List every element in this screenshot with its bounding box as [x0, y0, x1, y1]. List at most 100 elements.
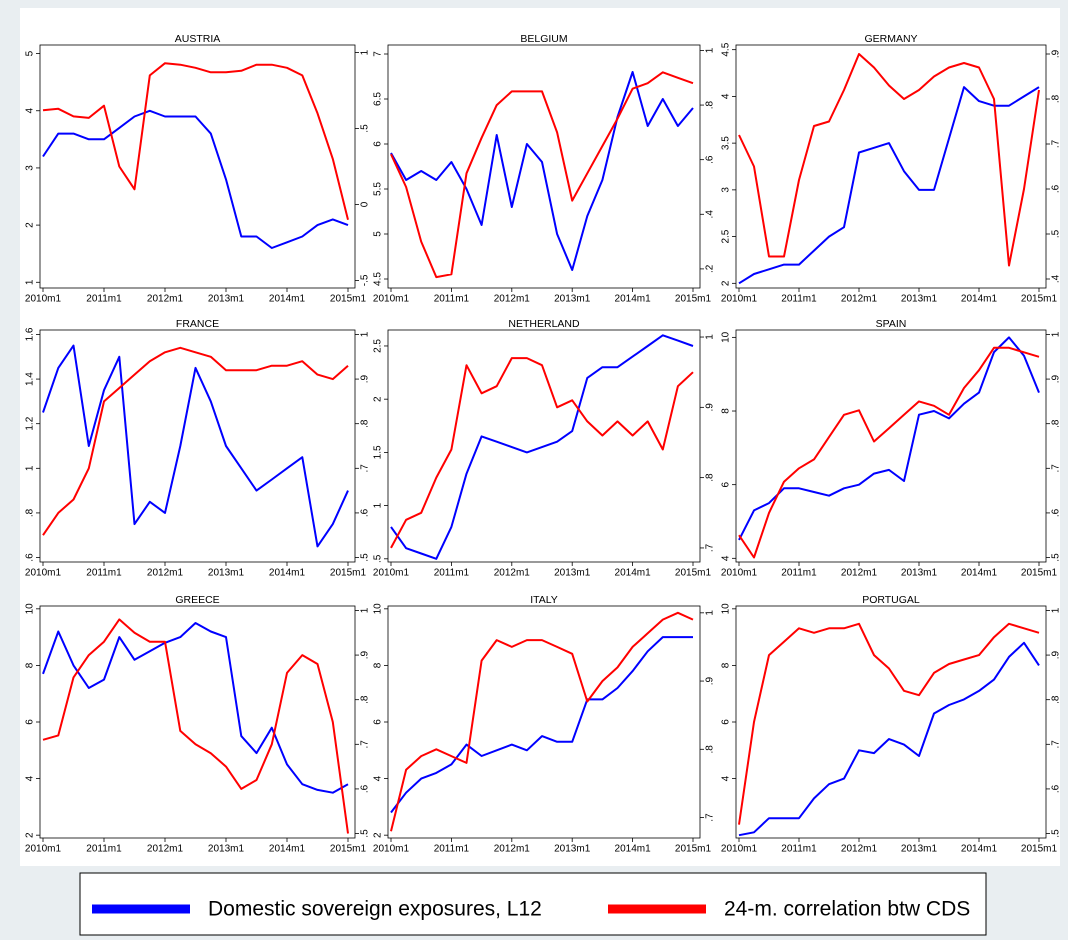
- data-line: [42, 344, 349, 548]
- plot-frame: [39, 329, 356, 563]
- data-line: [42, 62, 349, 220]
- y-tick-label: 5.5: [373, 182, 384, 196]
- y-tick-label: 4: [25, 108, 36, 114]
- y2-tick-label: .7: [360, 740, 371, 749]
- data-line: [390, 71, 694, 279]
- y2-tick-label: .7: [1051, 464, 1062, 473]
- y2-tick-label: .5: [360, 553, 371, 562]
- x-tick-label: 2014m1: [961, 844, 998, 855]
- y-tick-label: 6: [25, 719, 36, 725]
- legend-label: Domestic sovereign exposures, L12: [208, 898, 542, 921]
- x-tick-label: 2011m1: [434, 568, 470, 579]
- y-tick-label: 1.6: [25, 327, 36, 341]
- x-tick-label: 2012m1: [841, 294, 878, 305]
- data-line: [738, 641, 1040, 837]
- x-tick-label: 2014m1: [615, 294, 652, 305]
- y-tick-label: 6: [373, 719, 384, 725]
- y2-tick-label: .9: [705, 403, 716, 412]
- data-line: [390, 611, 694, 832]
- y-tick-label: 4: [721, 555, 732, 561]
- y-tick-label: 1: [25, 465, 36, 471]
- x-tick-label: 2012m1: [147, 294, 184, 305]
- y-tick-label: 3: [25, 165, 36, 171]
- x-tick-label: 2014m1: [269, 844, 306, 855]
- y-tick-label: 2.5: [721, 229, 732, 243]
- y-tick-label: .8: [25, 508, 36, 517]
- x-tick-label: 2011m1: [86, 844, 122, 855]
- y-tick-label: 6: [721, 481, 732, 487]
- plot-frame: [735, 44, 1047, 289]
- y2-tick-label: 1: [360, 607, 371, 613]
- y2-tick-label: 1: [705, 610, 716, 616]
- y2-tick-label: .7: [705, 813, 716, 822]
- y2-tick-label: .9: [1051, 374, 1062, 383]
- y-tick-label: 4: [373, 775, 384, 781]
- y-tick-label: .5: [373, 554, 384, 563]
- x-tick-label: 2010m1: [373, 568, 410, 579]
- y-tick-label: 10: [373, 603, 384, 615]
- x-tick-label: 2013m1: [208, 294, 245, 305]
- x-tick-label: 2013m1: [208, 568, 245, 579]
- y2-tick-label: .8: [1051, 695, 1062, 704]
- x-tick-label: 2012m1: [494, 844, 531, 855]
- plot-frame: [39, 44, 356, 289]
- y-tick-label: 4.5: [721, 42, 732, 56]
- y2-tick-label: .5: [1051, 229, 1062, 238]
- plot-frame: [387, 329, 701, 563]
- x-tick-label: 2015m1: [1021, 294, 1058, 305]
- y-tick-label: 2: [721, 280, 732, 286]
- x-tick-label: 2012m1: [841, 844, 878, 855]
- data-line: [738, 53, 1040, 267]
- x-tick-label: 2010m1: [721, 844, 758, 855]
- y-tick-label: 1: [373, 502, 384, 508]
- y2-tick-label: .6: [1051, 184, 1062, 193]
- y-tick-label: 2: [373, 396, 384, 402]
- y2-tick-label: .6: [360, 784, 371, 793]
- data-line: [390, 71, 694, 271]
- y2-tick-label: 1: [360, 331, 371, 337]
- y2-tick-label: .6: [360, 508, 371, 517]
- y-tick-label: 4: [721, 93, 732, 99]
- y2-tick-label: -.5: [360, 274, 371, 286]
- y-tick-label: 4: [721, 775, 732, 781]
- y2-tick-label: .8: [360, 695, 371, 704]
- y-tick-label: 7: [373, 51, 384, 57]
- x-tick-label: 2011m1: [781, 568, 817, 579]
- y2-tick-label: .9: [1051, 650, 1062, 659]
- y2-tick-label: .7: [1051, 740, 1062, 749]
- y-tick-label: 1.5: [373, 445, 384, 459]
- y2-tick-label: .7: [1051, 139, 1062, 148]
- x-tick-label: 2010m1: [25, 844, 62, 855]
- data-line: [738, 622, 1040, 825]
- y-tick-label: 8: [721, 662, 732, 668]
- data-line: [42, 346, 349, 536]
- x-tick-label: 2014m1: [269, 294, 306, 305]
- y-tick-label: 2.5: [373, 339, 384, 353]
- panel-title: BELGIUM: [520, 33, 567, 45]
- y2-tick-label: .6: [1051, 508, 1062, 517]
- y2-tick-label: .8: [1051, 94, 1062, 103]
- y-tick-label: 1: [25, 279, 36, 285]
- x-tick-label: 2015m1: [1021, 568, 1058, 579]
- y2-tick-label: .5: [360, 829, 371, 838]
- y-tick-label: 6: [721, 719, 732, 725]
- panel-title: FRANCE: [176, 318, 219, 330]
- data-line: [42, 109, 349, 249]
- x-tick-label: 2012m1: [841, 568, 878, 579]
- data-line: [42, 618, 349, 834]
- y2-tick-label: .9: [1051, 49, 1062, 58]
- y2-tick-label: .6: [705, 155, 716, 164]
- x-tick-label: 2010m1: [721, 568, 758, 579]
- y2-tick-label: .4: [1051, 274, 1062, 283]
- x-tick-label: 2013m1: [901, 294, 938, 305]
- data-line: [390, 334, 694, 560]
- x-tick-label: 2013m1: [554, 844, 591, 855]
- data-line: [738, 336, 1040, 541]
- x-tick-label: 2011m1: [86, 294, 122, 305]
- legend-label: 24-m. correlation btw CDS: [724, 898, 970, 921]
- y2-tick-label: 1: [705, 334, 716, 340]
- y-tick-label: 4.5: [373, 272, 384, 286]
- x-tick-label: 2010m1: [373, 844, 410, 855]
- y-tick-label: 8: [25, 662, 36, 668]
- plot-frame: [387, 44, 701, 289]
